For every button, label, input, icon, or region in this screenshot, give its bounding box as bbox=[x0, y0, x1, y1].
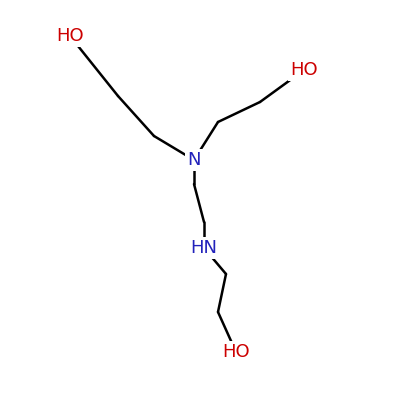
Text: N: N bbox=[187, 151, 201, 169]
Text: HO: HO bbox=[222, 343, 250, 361]
Text: HO: HO bbox=[56, 27, 84, 45]
Text: HO: HO bbox=[290, 61, 318, 79]
Text: HN: HN bbox=[190, 239, 218, 257]
